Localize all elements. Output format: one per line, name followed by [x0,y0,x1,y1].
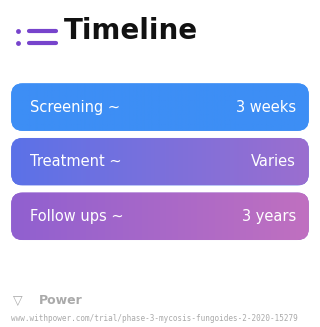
Text: www.withpower.com/trial/phase-3-mycosis-fungoides-2-2020-15279: www.withpower.com/trial/phase-3-mycosis-… [11,314,298,323]
Text: Treatment ~: Treatment ~ [30,154,122,169]
Text: Follow ups ~: Follow ups ~ [30,209,124,224]
Text: 3 weeks: 3 weeks [236,100,296,114]
Text: ▽: ▽ [13,294,22,307]
FancyBboxPatch shape [11,138,309,185]
FancyBboxPatch shape [11,193,309,240]
FancyBboxPatch shape [11,83,309,131]
Text: Screening ~: Screening ~ [30,100,121,114]
Text: Power: Power [38,294,82,307]
Text: Varies: Varies [251,154,296,169]
Text: 3 years: 3 years [242,209,296,224]
Text: Timeline: Timeline [64,17,198,45]
